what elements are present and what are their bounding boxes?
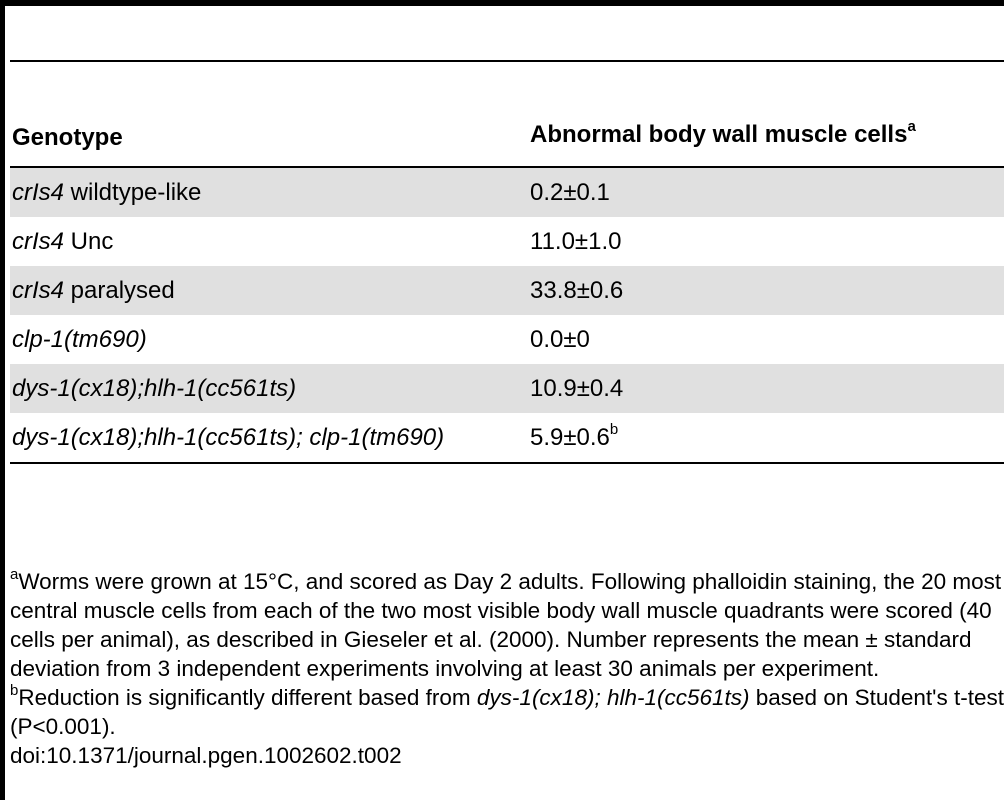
results-table: Genotype Abnormal body wall muscle cells… [10, 60, 1004, 464]
genotype-italic: crIs4 [12, 276, 65, 304]
genotype-cell: crIs4 paralysed [10, 266, 528, 315]
value-cell: 0.2±0.1 [528, 167, 1004, 217]
genotype-cell: clp-1(tm690) [10, 315, 528, 364]
footnote-b: bReduction is significantly different ba… [10, 683, 1004, 741]
header-genotype-label: Genotype [12, 124, 123, 151]
genotype-italic: dys-1(cx18);hlh-1(cc561ts) [12, 374, 297, 402]
table-header: Genotype Abnormal body wall muscle cells… [10, 61, 1004, 167]
value-text: 33.8±0.6 [530, 276, 624, 304]
table-row: crIs4 wildtype-like 0.2±0.1 [10, 167, 1004, 217]
genotype-italic: crIs4 [12, 178, 65, 206]
value-cell: 10.9±0.4 [528, 364, 1004, 413]
header-genotype: Genotype [10, 61, 528, 167]
value-cell: 33.8±0.6 [528, 266, 1004, 315]
doi-link[interactable]: doi:10.1371/journal.pgen.1002602.t002 [10, 741, 1004, 770]
genotype-plain: Unc [64, 227, 114, 255]
value-footnote-mark: b [609, 420, 619, 438]
genotype-italic: dys-1(cx18);hlh-1(cc561ts); clp-1(tm690) [12, 423, 445, 451]
genotype-plain: wildtype-like [64, 178, 202, 206]
table-footnotes: aWorms were grown at 15°C, and scored as… [10, 567, 1004, 770]
value-cell: 0.0±0 [528, 315, 1004, 364]
header-muscle-label: Abnormal body wall muscle cells [530, 121, 908, 148]
footnote-a: aWorms were grown at 15°C, and scored as… [10, 567, 1004, 683]
genotype-cell: crIs4 Unc [10, 217, 528, 266]
doi-text[interactable]: doi:10.1371/journal.pgen.1002602.t002 [10, 743, 402, 768]
value-text: 11.0±1.0 [530, 227, 622, 255]
genotype-plain: paralysed [64, 276, 175, 304]
header-row: Genotype Abnormal body wall muscle cells… [10, 61, 1004, 167]
value-text: 0.0±0 [530, 325, 590, 353]
top-border-rule [0, 0, 1004, 6]
footnote-b-text-2: based on Student's t-test (P<0.001). [10, 685, 1004, 739]
genotype-cell: crIs4 wildtype-like [10, 167, 528, 217]
footnote-b-text-1: Reduction is significantly different bas… [18, 685, 477, 710]
results-table-container: Genotype Abnormal body wall muscle cells… [10, 60, 1004, 464]
value-text: 5.9±0.6 [530, 423, 610, 451]
genotype-italic: clp-1(tm690) [12, 325, 147, 353]
genotype-cell: dys-1(cx18);hlh-1(cc561ts) [10, 364, 528, 413]
footnote-a-text: Worms were grown at 15°C, and scored as … [10, 569, 1002, 681]
value-text: 10.9±0.4 [530, 374, 624, 402]
footnote-b-mark: b [10, 681, 19, 699]
table-row: clp-1(tm690) 0.0±0 [10, 315, 1004, 364]
value-cell: 5.9±0.6b [528, 413, 1004, 463]
value-text: 0.2±0.1 [530, 178, 610, 206]
footnote-b-italic: dys-1(cx18); hlh-1(cc561ts) [476, 685, 750, 710]
left-border-rule [0, 0, 5, 800]
table-body: crIs4 wildtype-like 0.2±0.1 crIs4 Unc 11… [10, 167, 1004, 463]
table-row: crIs4 paralysed 33.8±0.6 [10, 266, 1004, 315]
footnote-a-mark: a [10, 565, 19, 583]
genotype-italic: crIs4 [12, 227, 65, 255]
table-row: dys-1(cx18);hlh-1(cc561ts); clp-1(tm690)… [10, 413, 1004, 463]
table-row: crIs4 Unc 11.0±1.0 [10, 217, 1004, 266]
genotype-cell: dys-1(cx18);hlh-1(cc561ts); clp-1(tm690) [10, 413, 528, 463]
value-cell: 11.0±1.0 [528, 217, 1004, 266]
table-row: dys-1(cx18);hlh-1(cc561ts) 10.9±0.4 [10, 364, 1004, 413]
header-abnormal-muscle-cells: Abnormal body wall muscle cellsa [528, 61, 1004, 167]
header-footnote-mark: a [907, 118, 916, 135]
